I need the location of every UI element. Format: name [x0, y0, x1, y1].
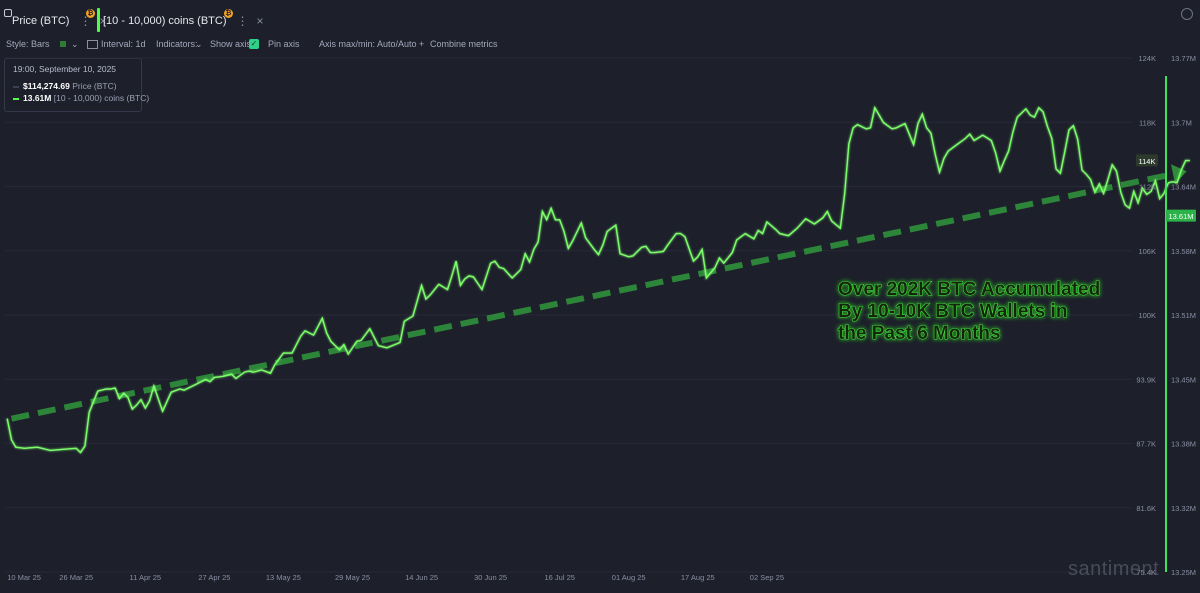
price-line	[6, 105, 1190, 454]
price-tick-label: 93.9K	[1136, 375, 1156, 384]
annotation-line: By 10-10K BTC Wallets in	[838, 301, 1067, 322]
price-tick-label: 106K	[1138, 247, 1156, 256]
holders-tick-label: 13.25M	[1171, 568, 1196, 577]
holders-tick-label: 13.32M	[1171, 504, 1196, 513]
indicators-button[interactable]: Indicators:	[156, 39, 198, 49]
date-tick-label: 16 Jul 25	[544, 573, 574, 582]
bitcoin-icon: ₿	[224, 9, 233, 18]
close-icon[interactable]: ×	[99, 14, 107, 28]
tooltip-price-row: $114,274.69 Price (BTC)	[13, 81, 117, 91]
price-tick-label: 87.7K	[1136, 440, 1156, 449]
lock-icon	[4, 9, 12, 17]
trend-arrow	[10, 164, 1187, 422]
annotation-line: the Past 6 Months	[838, 323, 1001, 344]
santiment-watermark: santiment	[1068, 558, 1160, 580]
legend-marker	[13, 97, 19, 100]
chart-tooltip: 19:00, September 10, 2025 $114,274.69 Pr…	[4, 58, 149, 112]
show-axis-checkbox[interactable]: ✓	[249, 39, 259, 49]
price-axis: 124K 118K 112K 106K 100K 93.9K 87.7K 81.6K 75.4K…	[1136, 54, 1158, 577]
combine-metrics-button[interactable]: Combine metrics	[430, 39, 498, 49]
date-tick-label: 01 Aug 25	[612, 573, 646, 582]
tooltip-price-value: $114,274.69	[23, 81, 70, 91]
gridlines	[5, 57, 1133, 573]
date-tick-label: 26 Mar 25	[59, 573, 93, 582]
tooltip-holders-row: 13.61M [10 - 10,000) coins (BTC)	[13, 93, 149, 103]
close-icon[interactable]: ×	[256, 14, 264, 28]
holders-tick-label: 13.38M	[1171, 440, 1196, 449]
date-tick-label: 14 Jun 25	[405, 573, 438, 582]
price-current-badge	[1136, 154, 1158, 167]
price-tick-label: 124K	[1138, 54, 1156, 63]
axis-max-min-selector[interactable]: Axis max/min: Auto/Auto	[319, 39, 417, 49]
tab-holders[interactable]: [10 - 10,000) coins (BTC) ⋮ ×	[103, 8, 264, 34]
date-tick-label: 02 Sep 25	[750, 573, 784, 582]
tooltip-holders-value: 13.61M	[23, 93, 52, 103]
trend-arrow-line	[10, 170, 1178, 422]
holders-axis: 13.77M 13.7M 13.64M 13.58M 13.51M 13.45M 13.38…	[1165, 54, 1196, 577]
bitcoin-icon: ₿	[86, 9, 95, 18]
annotation-line: Over 202K BTC Accumulated	[838, 279, 1100, 300]
date-tick-label: 30 Jun 25	[474, 573, 507, 582]
plus-icon: +	[419, 39, 425, 49]
holders-tick-label: 13.64M	[1171, 183, 1196, 192]
settings-icon[interactable]	[1181, 8, 1193, 20]
metric-tabs: Price (BTC) ⋮ × ₿ [10 - 10,000) coins (B…	[0, 0, 1200, 36]
chevron-down-icon[interactable]: ⌄	[195, 39, 203, 49]
trend-arrow-head	[1171, 164, 1187, 184]
chevron-down-icon[interactable]: ⌄	[71, 39, 79, 49]
price-tick-label: 81.6K	[1136, 504, 1156, 513]
series-color-marker	[97, 8, 100, 32]
price-tick-label: 100K	[1138, 311, 1156, 320]
date-tick-label: 11 Apr 25	[130, 573, 162, 582]
tab-holders-label: [10 - 10,000) coins (BTC)	[103, 15, 227, 27]
style-selector[interactable]: Style: Bars	[6, 39, 50, 49]
date-tick-label: 10 Mar 25	[7, 573, 41, 582]
interval-selector[interactable]: Interval: 1d	[101, 39, 146, 49]
tab-price-label: Price (BTC)	[12, 15, 70, 27]
price-tick-label: 112K	[1139, 183, 1156, 192]
holders-tick-label: 13.45M	[1171, 375, 1196, 384]
tooltip-holders-name: [10 - 10,000) coins (BTC)	[53, 93, 150, 103]
price-current-badge-label: 114K	[1139, 157, 1156, 166]
date-tick-label: 17 Aug 25	[681, 573, 715, 582]
date-tick-label: 27 Apr 25	[198, 573, 230, 582]
date-axis: 10 Mar 25 26 Mar 25 11 Apr 25 27 Apr 25 13 M…	[7, 573, 784, 582]
price-tick-label: 118K	[1139, 118, 1156, 127]
tooltip-price-name: Price (BTC)	[72, 81, 117, 91]
legend-marker	[13, 85, 19, 88]
holders-current-badge	[1166, 209, 1196, 222]
calendar-icon	[87, 40, 98, 49]
chart-toolbar: Style: Bars ⌄ Interval: 1d Indicators: ⌄…	[0, 36, 1135, 54]
holders-tick-label: 13.7M	[1171, 118, 1192, 127]
holders-current-badge-label: 13.61M	[1168, 212, 1193, 221]
date-tick-label: 13 May 25	[266, 573, 301, 582]
holders-tick-label: 13.58M	[1171, 247, 1196, 256]
kebab-icon[interactable]: ⋮	[236, 14, 249, 28]
color-swatch[interactable]	[60, 41, 66, 47]
holders-tick-label: 13.51M	[1171, 311, 1196, 320]
tooltip-date: 19:00, September 10, 2025	[13, 64, 117, 74]
price-tick-label: 75.4K	[1136, 568, 1156, 577]
holders-axis-line	[1165, 76, 1167, 572]
holders-tick-label: 13.77M	[1171, 54, 1196, 63]
show-axis-label: Show axis	[210, 39, 252, 49]
date-tick-label: 29 May 25	[335, 573, 370, 582]
pin-axis-toggle[interactable]: Pin axis	[268, 39, 300, 49]
